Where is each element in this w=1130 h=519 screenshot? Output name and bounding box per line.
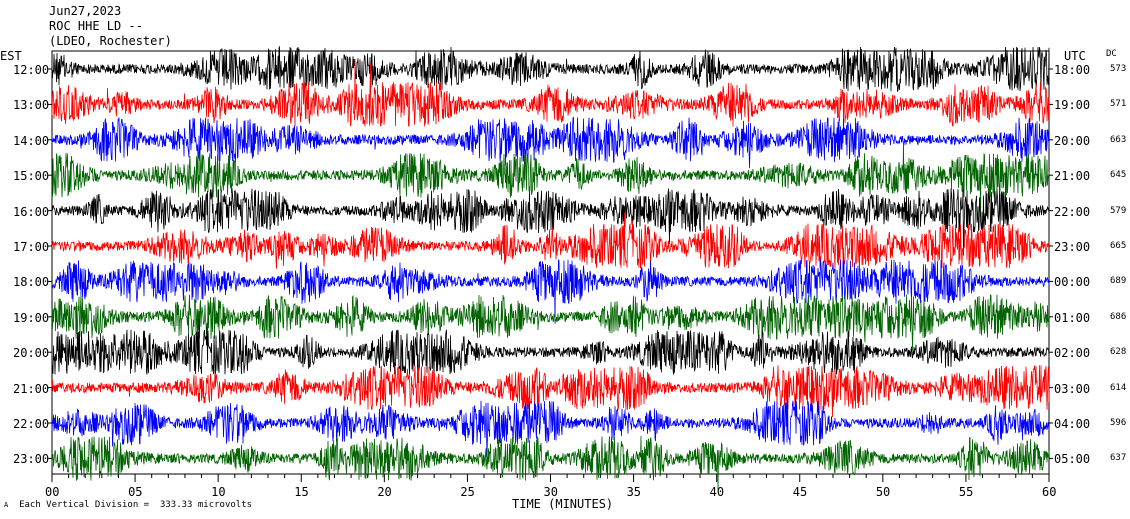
trace-2100 bbox=[51, 365, 1050, 418]
utc-label: 04:00 bbox=[1054, 417, 1091, 431]
utc-label: 23:00 bbox=[1054, 240, 1091, 254]
utc-axis-title: UTC bbox=[1064, 49, 1086, 63]
scale-note: A Each Vertical Division = 333.33 microv… bbox=[4, 500, 252, 510]
x-tick-label: 35 bbox=[626, 485, 642, 499]
est-label: 22:00 bbox=[13, 417, 50, 431]
est-label: 17:00 bbox=[13, 240, 50, 254]
x-tick-label: 60 bbox=[1042, 485, 1057, 499]
dc-value: 579 bbox=[1110, 205, 1127, 216]
trace-1600 bbox=[51, 188, 1050, 256]
footer-mark: A bbox=[4, 501, 9, 509]
dc-value: 628 bbox=[1110, 347, 1127, 358]
x-tick-label: 45 bbox=[792, 485, 808, 499]
utc-label: 21:00 bbox=[1054, 169, 1091, 184]
est-label: 14:00 bbox=[13, 133, 50, 148]
dc-value: 637 bbox=[1110, 453, 1127, 464]
dc-value: 689 bbox=[1110, 276, 1127, 287]
dc-value: 645 bbox=[1110, 170, 1127, 181]
trace-1500 bbox=[51, 141, 1050, 218]
utc-label: 05:00 bbox=[1054, 452, 1091, 467]
trace-1200 bbox=[51, 45, 1050, 93]
dc-value: 686 bbox=[1110, 311, 1127, 322]
est-label: 16:00 bbox=[13, 204, 50, 219]
x-axis-title: TIME (MINUTES) bbox=[512, 497, 614, 511]
scale-text: Each Vertical Division = 333.33 microvol… bbox=[19, 500, 253, 510]
est-label: 12:00 bbox=[13, 63, 50, 77]
x-tick-label: 50 bbox=[875, 485, 891, 499]
est-label: 20:00 bbox=[13, 346, 50, 361]
est-label: 18:00 bbox=[13, 275, 50, 290]
station-id: ROC HHE LD -- bbox=[49, 19, 143, 33]
dc-value: 665 bbox=[1110, 241, 1127, 251]
dc-value: 614 bbox=[1110, 382, 1127, 393]
trace-1700 bbox=[51, 212, 1050, 277]
dc-column-title: DC bbox=[1106, 49, 1117, 59]
est-label: 15:00 bbox=[13, 169, 50, 184]
utc-label: 20:00 bbox=[1054, 133, 1091, 148]
x-tick-label: 15 bbox=[294, 485, 309, 499]
trace-2300 bbox=[51, 435, 1050, 493]
trace-1300 bbox=[51, 58, 1050, 127]
trace-2200 bbox=[51, 389, 1050, 457]
utc-label: 01:00 bbox=[1054, 310, 1091, 325]
x-tick-label: 20 bbox=[377, 485, 392, 499]
est-label: 19:00 bbox=[13, 310, 50, 325]
dc-value: 571 bbox=[1110, 99, 1127, 110]
utc-label: 02:00 bbox=[1054, 346, 1091, 361]
x-tick-label: 55 bbox=[958, 485, 974, 499]
x-tick-label: 25 bbox=[460, 485, 475, 499]
plot-date: Jun27,2023 bbox=[49, 4, 122, 18]
utc-label: 18:00 bbox=[1054, 63, 1091, 77]
utc-label: 03:00 bbox=[1054, 381, 1091, 396]
utc-label: 19:00 bbox=[1054, 98, 1091, 113]
dc-value: 596 bbox=[1110, 418, 1127, 428]
est-label: 13:00 bbox=[13, 98, 50, 113]
est-axis-title: EST bbox=[0, 49, 22, 63]
x-tick-label: 05 bbox=[128, 485, 143, 499]
x-tick-label: 10 bbox=[211, 485, 226, 499]
dc-value: 573 bbox=[1110, 64, 1127, 74]
est-label: 23:00 bbox=[13, 452, 50, 467]
network-name: (LDEO, Rochester) bbox=[49, 34, 172, 48]
utc-label: 00:00 bbox=[1054, 275, 1091, 290]
est-label: 21:00 bbox=[13, 381, 50, 396]
dc-value: 663 bbox=[1110, 134, 1127, 145]
trace-1400 bbox=[51, 116, 1050, 169]
trace-1900 bbox=[51, 293, 1050, 351]
trace-1800 bbox=[51, 258, 1050, 324]
trace-2000 bbox=[51, 318, 1050, 383]
x-tick-label: 40 bbox=[709, 485, 725, 499]
x-tick-label: 00 bbox=[45, 485, 60, 499]
utc-label: 22:00 bbox=[1054, 204, 1091, 219]
x-tick-label: 30 bbox=[543, 485, 558, 499]
